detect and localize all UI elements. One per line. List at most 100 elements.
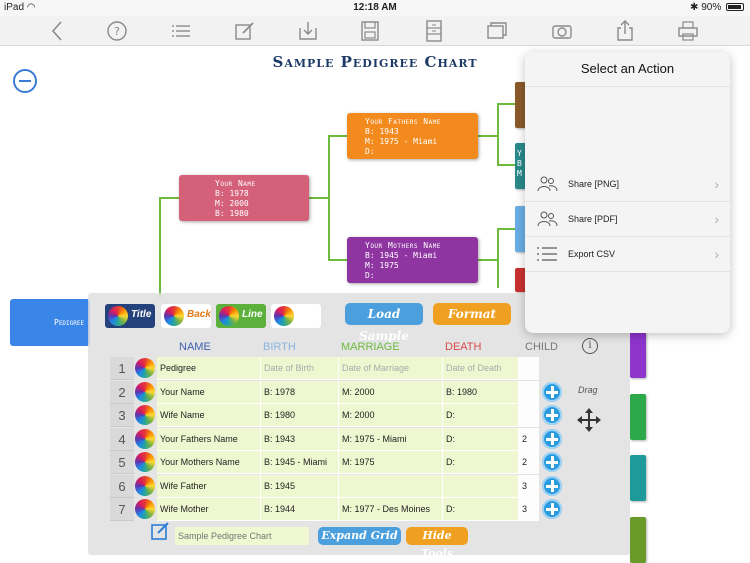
cell-child[interactable]: 2	[519, 451, 539, 474]
zoom-out-icon[interactable]	[13, 69, 37, 93]
cell-marriage[interactable]: Date of Marriage	[339, 357, 443, 380]
grandparent-node[interactable]	[630, 517, 646, 563]
table-row[interactable]: 1 Pedigree Date of Birth Date of Marriage Da…	[110, 357, 630, 380]
table-row[interactable]: 2 Your Name B: 1978 M: 2000 B: 1980	[110, 380, 630, 404]
cell-death[interactable]: D:	[443, 427, 519, 451]
table-row[interactable]: 4 Your Fathers Name B: 1943 M: 1975 - Miami…	[110, 427, 630, 451]
cell-marriage[interactable]: M: 1977 - Des Moines	[339, 498, 443, 521]
person-node-father[interactable]: Your Fathers Name B: 1943 M: 1975 - Miam…	[347, 113, 478, 159]
column-header-birth[interactable]: BIRTH	[263, 341, 296, 353]
hide-tools-button[interactable]: Hide Tools	[406, 527, 468, 560]
table-row[interactable]: 5 Your Mothers Name B: 1945 - Miami M: 1975…	[110, 451, 630, 474]
table-row[interactable]: 7 Wife Mother B: 1944 M: 1977 - Des Moines D…	[110, 498, 630, 521]
row-number: 6	[110, 474, 134, 498]
table-row[interactable]: 3 Wife Name B: 1980 M: 2000 D:	[110, 404, 630, 427]
cell-birth[interactable]: B: 1944	[261, 498, 339, 521]
grandparent-node[interactable]	[630, 455, 646, 501]
cell-death[interactable]	[443, 474, 519, 498]
cell-child[interactable]	[519, 404, 539, 427]
print-icon[interactable]	[677, 20, 699, 42]
share-png-item[interactable]: Share [PNG] ›	[525, 167, 730, 202]
add-child-icon[interactable]	[542, 381, 562, 402]
column-header-name[interactable]: NAME	[179, 341, 211, 353]
add-child-icon[interactable]	[542, 405, 562, 425]
windows-icon[interactable]	[486, 20, 508, 42]
cell-child[interactable]: 3	[519, 498, 539, 521]
cell-birth[interactable]: Date of Birth	[261, 357, 339, 380]
grandparent-node[interactable]	[630, 394, 646, 440]
row-number: 4	[110, 427, 134, 451]
download-icon[interactable]	[297, 20, 319, 42]
title-color-button[interactable]: Title	[105, 304, 155, 328]
cell-birth[interactable]: B: 1980	[261, 404, 339, 427]
grandparent-node[interactable]	[630, 332, 646, 378]
chart-name-input[interactable]	[175, 527, 309, 545]
cell-name[interactable]: Wife Father	[157, 474, 261, 498]
cell-name[interactable]: Wife Name	[157, 404, 261, 427]
expand-grid-button[interactable]: Expand Grid	[318, 527, 401, 545]
cell-name[interactable]: Your Name	[157, 380, 261, 404]
add-child-icon[interactable]	[542, 499, 562, 519]
help-icon[interactable]: ?	[106, 20, 128, 42]
cell-death[interactable]: D:	[443, 404, 519, 427]
load-sample-button[interactable]: Load Sample	[345, 303, 423, 343]
add-child-icon[interactable]	[542, 452, 562, 472]
add-child-icon[interactable]	[542, 428, 562, 449]
share-icon[interactable]	[614, 20, 636, 42]
row-color-wheel-icon[interactable]	[135, 428, 155, 449]
row-color-wheel-icon[interactable]	[135, 475, 155, 496]
camera-icon[interactable]	[551, 20, 573, 42]
person-node-mother[interactable]: Your Mothers Name B: 1945 - Miami M: 197…	[347, 237, 478, 283]
cell-marriage[interactable]: M: 1975	[339, 451, 443, 474]
row-number: 2	[110, 380, 134, 404]
cell-marriage[interactable]	[339, 474, 443, 498]
back-color-button[interactable]: Back	[161, 304, 211, 328]
cabinet-icon[interactable]	[423, 20, 445, 42]
share-pdf-item[interactable]: Share [PDF] ›	[525, 202, 730, 237]
row-color-wheel-icon[interactable]	[135, 358, 155, 378]
cell-marriage[interactable]: M: 1975 - Miami	[339, 427, 443, 451]
cell-name[interactable]: Your Fathers Name	[157, 427, 261, 451]
text-color-button[interactable]	[271, 304, 321, 328]
save-icon[interactable]	[359, 20, 381, 42]
row-color-wheel-icon[interactable]	[135, 381, 155, 402]
cell-death[interactable]: B: 1980	[443, 380, 519, 404]
column-header-marriage[interactable]: MARRIAGE	[341, 341, 400, 353]
cell-death[interactable]: Date of Death	[443, 357, 519, 380]
cell-birth[interactable]: B: 1945 - Miami	[261, 451, 339, 474]
cell-name[interactable]: Wife Mother	[157, 498, 261, 521]
cell-child[interactable]	[519, 357, 539, 380]
person-node-root[interactable]: Your Name B: 1978 M: 2000 B: 1980	[179, 175, 309, 221]
cell-child[interactable]: 2	[519, 427, 539, 451]
row-color-wheel-icon[interactable]	[135, 499, 155, 519]
column-header-death[interactable]: DEATH	[445, 341, 482, 353]
cell-death[interactable]: D:	[443, 451, 519, 474]
cell-marriage[interactable]: M: 2000	[339, 404, 443, 427]
cell-birth[interactable]: B: 1943	[261, 427, 339, 451]
cell-birth[interactable]: B: 1978	[261, 380, 339, 404]
export-csv-item[interactable]: Export CSV ›	[525, 237, 730, 272]
cell-name[interactable]: Pedigree	[157, 357, 261, 380]
add-child-icon[interactable]	[542, 475, 562, 496]
row-color-wheel-icon[interactable]	[135, 452, 155, 472]
info-icon[interactable]: i	[582, 338, 598, 354]
drag-move-icon[interactable]	[577, 408, 601, 432]
list-icon[interactable]	[170, 20, 192, 42]
row-color-wheel-icon[interactable]	[135, 405, 155, 425]
format-button[interactable]: Format	[433, 303, 511, 325]
cell-child[interactable]: 3	[519, 474, 539, 498]
cell-marriage[interactable]: M: 2000	[339, 380, 443, 404]
line-color-button[interactable]: Line	[216, 304, 266, 328]
table-row[interactable]: 6 Wife Father B: 1945 3	[110, 474, 630, 498]
cell-birth[interactable]: B: 1945	[261, 474, 339, 498]
battery-icon	[726, 3, 744, 11]
cell-child[interactable]	[519, 380, 539, 404]
pedigree-node[interactable]: Pedigree	[10, 299, 90, 346]
edit-title-icon[interactable]	[151, 521, 171, 541]
edit-icon[interactable]	[234, 20, 256, 42]
cell-death[interactable]: D:	[443, 498, 519, 521]
cell-name[interactable]: Your Mothers Name	[157, 451, 261, 474]
column-header-child[interactable]: CHILD	[525, 341, 559, 353]
node-text: Y B M	[517, 149, 522, 178]
back-icon[interactable]	[47, 20, 69, 42]
